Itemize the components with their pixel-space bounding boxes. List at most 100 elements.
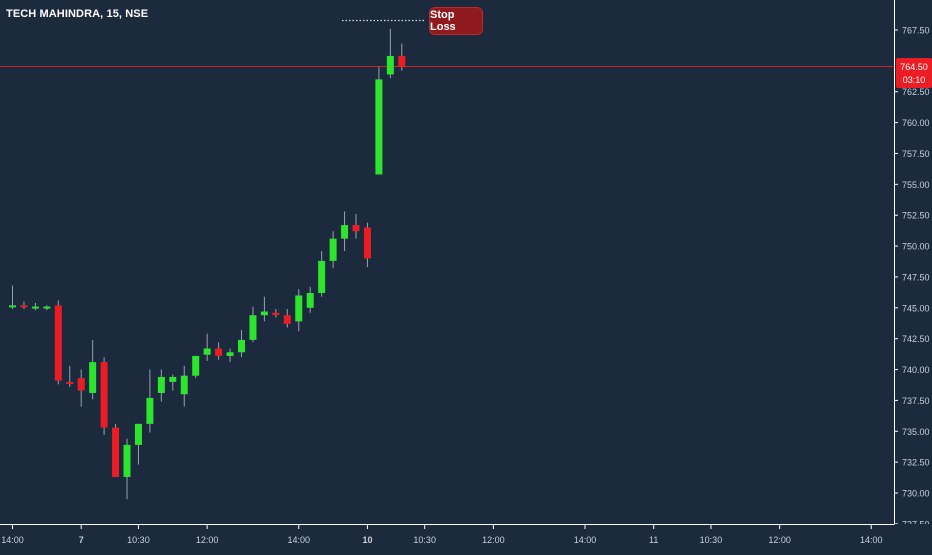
candle-body	[272, 312, 280, 316]
chart-title: TECH MAHINDRA, 15, NSE	[6, 8, 149, 20]
candle-body	[77, 378, 85, 391]
x-tick-label: 10:30	[700, 535, 723, 545]
candle	[260, 296, 268, 322]
candle-body	[180, 375, 188, 395]
candle	[89, 339, 97, 400]
countdown-label: 03:10	[903, 75, 926, 85]
candle-body	[352, 225, 360, 232]
candle	[375, 67, 383, 175]
candle-body	[215, 348, 223, 356]
x-tick-label: 14:00	[287, 535, 310, 545]
x-axis: 14:00 7 10:30 12:00 14:00 10 10:30 12:00 14:00 11…	[0, 524, 932, 550]
y-tick-label: 767.50	[902, 26, 930, 36]
candle	[123, 438, 131, 500]
candle	[341, 211, 349, 252]
candle	[77, 369, 85, 407]
x-tick-label: 7	[79, 535, 84, 545]
y-tick-label: 752.50	[902, 211, 930, 221]
x-tick-label: 12:00	[196, 535, 219, 545]
candle-body	[100, 362, 108, 428]
x-tick-label: 14:00	[574, 535, 597, 545]
candle	[31, 302, 39, 311]
candle-body	[398, 55, 406, 68]
candle	[134, 423, 142, 465]
y-tick-label: 737.50	[902, 396, 930, 406]
candle-body	[20, 305, 28, 308]
last-price-tag	[896, 58, 932, 88]
y-tick-label: 755.00	[902, 180, 930, 190]
candle-body	[123, 444, 131, 477]
y-tick-label: 730.00	[902, 489, 930, 499]
candle-body	[134, 423, 142, 445]
x-tick-label: 10:30	[127, 535, 150, 545]
candle	[295, 289, 303, 332]
candle-body	[157, 376, 165, 393]
candle-body	[318, 260, 326, 293]
candle	[352, 213, 360, 239]
x-tick-label: 10	[362, 535, 372, 545]
candle-body	[386, 55, 394, 75]
stop-loss-button[interactable]: Stop Loss	[429, 7, 483, 35]
candle-body	[54, 305, 62, 381]
candles-group	[9, 28, 406, 500]
x-tick-label: 12:00	[768, 535, 791, 545]
candle-body	[238, 339, 245, 353]
y-tick-label: 732.50	[902, 458, 930, 468]
candle	[398, 43, 406, 71]
candle-body	[192, 355, 200, 376]
candle-body	[341, 225, 349, 239]
candle	[9, 285, 16, 310]
candle-body	[43, 306, 51, 309]
candle	[226, 348, 234, 363]
candle	[20, 301, 28, 310]
last-price-label: 764.50	[900, 62, 928, 72]
candle-body	[203, 348, 211, 355]
candle	[100, 357, 108, 435]
candle-body	[169, 376, 177, 382]
x-tick-label: 12:00	[482, 535, 505, 545]
y-tick-label: 735.00	[902, 427, 930, 437]
y-tick-label: 750.00	[902, 242, 930, 252]
candle-body	[112, 427, 120, 477]
candle-body	[31, 306, 39, 309]
candle	[306, 286, 314, 313]
candle	[169, 374, 177, 391]
y-axis: 767.50 762.50 760.00 757.50 755.00 752.50 750.…	[894, 0, 932, 550]
candle-body	[283, 315, 291, 324]
candle-body	[306, 292, 314, 308]
candle-body	[66, 381, 74, 384]
x-axis-background	[0, 524, 932, 550]
y-tick-label: 762.50	[902, 87, 930, 97]
candle	[157, 369, 165, 402]
candle-body	[226, 352, 234, 356]
y-tick-label: 745.00	[902, 303, 930, 313]
candle	[238, 330, 245, 358]
y-tick-label: 747.50	[902, 272, 930, 282]
x-tick-label: 14:00	[1, 535, 24, 545]
candle	[54, 300, 62, 385]
candle	[43, 305, 51, 311]
candle	[272, 309, 280, 318]
y-tick-label: 742.50	[902, 334, 930, 344]
candle-body	[89, 362, 97, 393]
candle-body	[249, 315, 257, 340]
y-axis-background	[894, 0, 932, 550]
candle-body	[363, 227, 371, 259]
candle	[329, 231, 337, 269]
candle	[283, 309, 291, 328]
candle-body	[329, 238, 337, 261]
candle-body	[146, 397, 154, 424]
candle	[180, 365, 188, 407]
y-tick-label: 757.50	[902, 149, 930, 159]
candle-body	[295, 295, 303, 322]
candle	[386, 28, 394, 79]
candle-body	[260, 311, 268, 316]
x-tick-label: 14:00	[860, 535, 883, 545]
candle	[215, 342, 223, 360]
candle-body	[9, 305, 16, 308]
candle	[112, 423, 120, 477]
x-tick-label: 11	[649, 535, 658, 545]
candle	[318, 251, 326, 297]
